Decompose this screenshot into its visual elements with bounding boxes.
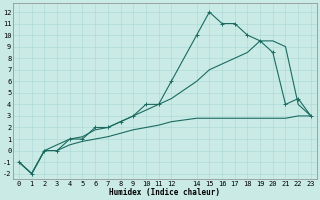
X-axis label: Humidex (Indice chaleur): Humidex (Indice chaleur): [109, 188, 220, 197]
